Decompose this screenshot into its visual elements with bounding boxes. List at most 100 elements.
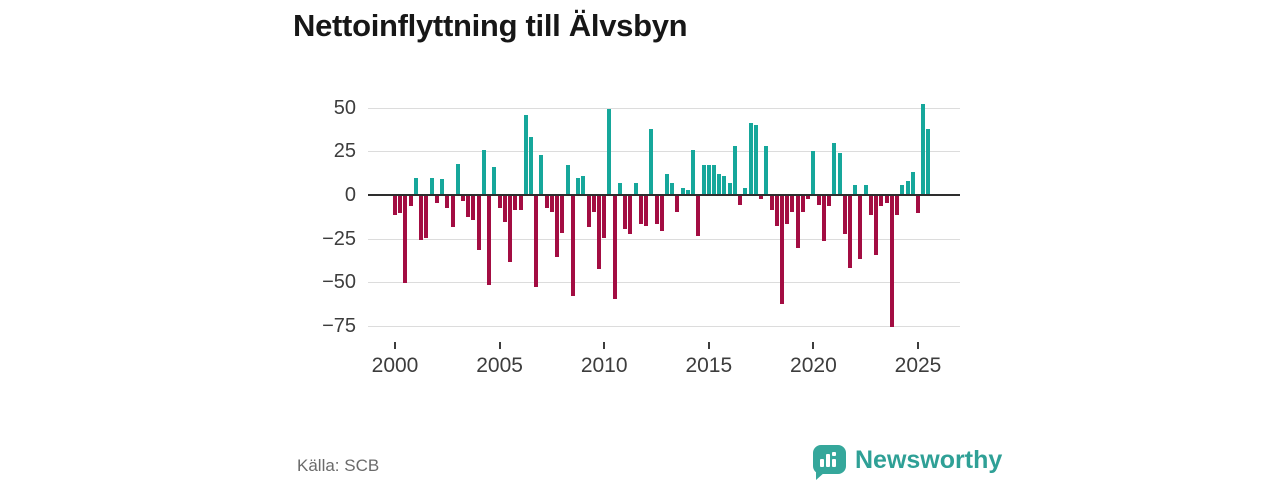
bar-2010Q1 (602, 196, 607, 238)
bar-2009Q3 (591, 196, 596, 212)
x-axis-tick-label: 2025 (894, 354, 942, 377)
zero-baseline (368, 194, 960, 196)
bar-2024Q1 (895, 196, 900, 216)
bar-2008Q1 (560, 196, 565, 233)
x-axis-tick-label: 2015 (685, 354, 733, 377)
bar-2020Q4 (827, 196, 832, 207)
bar-2000Q3 (403, 196, 408, 284)
speech-bubble-tail-icon (816, 472, 825, 480)
bar-2009Q4 (596, 196, 601, 270)
bar-2013Q1 (664, 174, 669, 195)
bar-2009Q2 (586, 196, 591, 228)
bar-2009Q1 (581, 175, 586, 195)
bar-2010Q4 (617, 182, 622, 195)
bar-2023Q3 (884, 196, 889, 203)
bar-2019Q4 (806, 196, 811, 200)
bar-2012Q4 (659, 196, 664, 231)
bar-2008Q4 (576, 177, 581, 195)
bar-2006Q1 (518, 196, 523, 210)
y-axis-tick-label: −25 (322, 227, 356, 250)
bar-2014Q2 (691, 149, 696, 195)
chart-title: Nettoinflyttning till Älvsbyn (293, 8, 688, 43)
bar-2001Q1 (413, 177, 418, 195)
bar-2010Q2 (607, 109, 612, 195)
bar-2017Q1 (748, 123, 753, 195)
bar-2025Q2 (921, 104, 926, 195)
x-axis-tick-label: 2020 (790, 354, 837, 377)
bar-2014Q3 (696, 196, 701, 237)
source-label: Källa: SCB (297, 456, 380, 475)
bar-2012Q1 (644, 196, 649, 226)
bar-2025Q3 (926, 128, 931, 195)
x-axis-tick-label: 2005 (476, 354, 523, 377)
bar-2017Q2 (753, 125, 758, 195)
bar-2011Q3 (633, 182, 638, 195)
bar-2008Q3 (570, 196, 575, 296)
bar-2003Q2 (460, 196, 465, 202)
bar-2017Q4 (764, 146, 769, 195)
bar-2007Q3 (549, 196, 554, 212)
x-axis-tick-mark (812, 342, 815, 349)
bar-2005Q4 (513, 196, 518, 210)
bar-2014Q1 (685, 189, 690, 195)
x-axis-tick-label: 2000 (371, 354, 419, 377)
bar-2018Q3 (780, 196, 785, 305)
bar-2013Q3 (675, 196, 680, 212)
y-axis-tick-label: 0 (344, 184, 356, 206)
logo-bar-icon (826, 454, 830, 467)
y-axis-tick-label: 25 (333, 140, 356, 163)
bar-2004Q1 (476, 196, 481, 251)
bar-2012Q3 (654, 196, 659, 224)
bar-2004Q3 (487, 196, 492, 286)
gridline (368, 282, 960, 284)
bar-2017Q3 (759, 196, 764, 200)
bar-2005Q1 (497, 196, 502, 209)
x-axis-tick-mark (603, 342, 606, 349)
bar-2006Q3 (528, 137, 533, 195)
bar-2024Q4 (910, 172, 915, 195)
y-axis-tick-label: 50 (333, 96, 356, 119)
bar-2001Q4 (429, 177, 434, 195)
bar-2016Q1 (727, 182, 732, 195)
bar-2006Q2 (523, 114, 528, 195)
bar-2014Q4 (701, 165, 706, 195)
bar-2012Q2 (649, 128, 654, 195)
newsworthy-wordmark: Newsworthy (855, 446, 1003, 474)
bar-2015Q3 (717, 174, 722, 195)
bar-2000Q2 (398, 196, 403, 214)
bar-2005Q2 (502, 196, 507, 223)
bar-2020Q3 (821, 196, 826, 242)
bar-2024Q2 (900, 184, 905, 195)
bar-2013Q4 (680, 188, 685, 195)
logo-bar-icon (832, 459, 836, 467)
bar-2007Q1 (539, 154, 544, 195)
bar-2016Q3 (738, 196, 743, 205)
gridline (368, 326, 960, 328)
bar-2023Q1 (874, 196, 879, 256)
bar-2011Q1 (623, 196, 628, 230)
logo-bar-icon (820, 459, 824, 467)
bar-2006Q4 (534, 196, 539, 287)
x-axis-tick-mark (707, 342, 710, 349)
bar-2020Q2 (816, 196, 821, 205)
bar-2011Q4 (638, 196, 643, 224)
bar-2000Q1 (393, 196, 397, 216)
bar-2018Q2 (774, 196, 779, 226)
bar-2021Q2 (837, 153, 842, 195)
gridline (368, 107, 960, 109)
bar-2001Q3 (424, 196, 429, 238)
logo-exclamation-dot-icon (832, 452, 836, 456)
x-axis-tick-mark (917, 342, 919, 349)
x-axis-tick-mark (394, 342, 396, 349)
bar-2003Q3 (466, 196, 471, 217)
bar-2013Q2 (670, 182, 675, 195)
bar-2020Q1 (811, 151, 816, 195)
bar-2021Q4 (848, 196, 852, 268)
bar-2011Q2 (628, 196, 633, 235)
bar-2021Q3 (842, 196, 847, 235)
bar-2022Q3 (863, 184, 868, 195)
gridline (368, 238, 960, 240)
bar-2016Q2 (732, 146, 737, 195)
bar-2008Q2 (565, 165, 570, 195)
